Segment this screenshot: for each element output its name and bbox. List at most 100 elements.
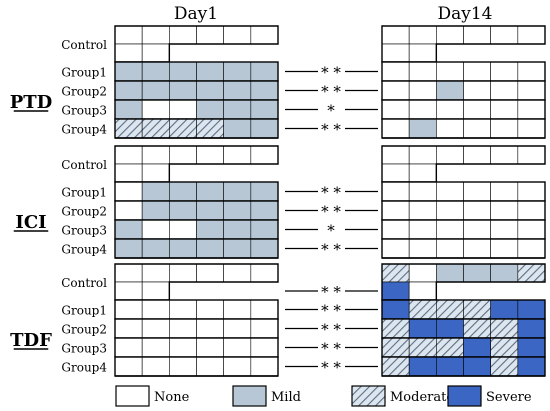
row-label: Group2 xyxy=(61,205,107,219)
cell xyxy=(408,145,437,165)
cell xyxy=(250,61,279,82)
row-label: Group3 xyxy=(61,342,107,356)
legend-item-none: None xyxy=(115,385,190,407)
cell xyxy=(250,25,279,45)
cell xyxy=(436,118,464,139)
cell xyxy=(408,238,437,259)
legend-label: Severe xyxy=(486,390,532,405)
cell xyxy=(436,356,464,377)
cell xyxy=(517,145,546,165)
cell xyxy=(169,99,197,120)
day14-cells xyxy=(381,356,546,377)
cell xyxy=(169,299,197,320)
cell xyxy=(436,61,464,82)
group-row: Group4 * * xyxy=(61,238,546,259)
day1-cells xyxy=(114,263,279,301)
row-label: Group4 xyxy=(61,243,107,257)
legend-item-moderate: Moderate xyxy=(351,385,454,407)
day14-cells xyxy=(381,200,546,221)
cell xyxy=(490,181,519,202)
cell xyxy=(169,80,197,101)
legend-swatch xyxy=(115,385,150,407)
cell xyxy=(463,356,491,377)
cell xyxy=(250,219,279,240)
day14-cells xyxy=(381,263,546,301)
cell xyxy=(408,80,437,101)
day14-cells xyxy=(381,181,546,202)
cell xyxy=(250,80,279,101)
cell xyxy=(250,318,279,339)
cell xyxy=(196,80,224,101)
day1-cells xyxy=(114,99,279,120)
cell xyxy=(141,99,170,120)
cell xyxy=(169,118,197,139)
cell xyxy=(250,99,279,120)
cell xyxy=(196,337,224,358)
cell xyxy=(490,337,519,358)
cell xyxy=(141,80,170,101)
cell xyxy=(114,80,143,101)
significance-marker: * * xyxy=(321,184,341,202)
cell xyxy=(436,145,464,165)
row-label: Control xyxy=(61,158,107,172)
cell xyxy=(490,61,519,82)
group-row: Group1 * * xyxy=(61,181,546,202)
panel-tdf: TDF Control * * Group1 * * Group2 * * Group3 * *… xyxy=(10,263,546,377)
group-row: Group3 * xyxy=(61,99,546,120)
cell xyxy=(436,219,464,240)
day14-cells xyxy=(381,99,546,120)
cell xyxy=(517,61,546,82)
legend-swatch xyxy=(351,385,386,407)
cell xyxy=(141,43,170,63)
cell xyxy=(114,281,143,301)
row-label: Group2 xyxy=(61,85,107,99)
day1-cells xyxy=(114,118,279,139)
cell xyxy=(408,61,437,82)
legend-label: Mild xyxy=(271,390,301,405)
cell xyxy=(381,145,410,165)
cell xyxy=(250,145,279,165)
cell xyxy=(169,200,197,221)
cell xyxy=(408,281,437,301)
significance-marker: * * xyxy=(321,203,341,221)
cell xyxy=(381,99,410,120)
cell xyxy=(381,263,410,283)
panel-name: TDF xyxy=(10,330,52,351)
cell xyxy=(517,80,546,101)
cell xyxy=(141,299,170,320)
cell xyxy=(463,25,491,45)
day14-cells xyxy=(381,337,546,358)
cell xyxy=(463,181,491,202)
day1-cells xyxy=(114,145,279,183)
cell xyxy=(381,163,410,183)
significance-marker: * * xyxy=(321,64,341,82)
row-label: Group1 xyxy=(61,66,107,80)
cell xyxy=(250,200,279,221)
cell xyxy=(223,356,252,377)
day1-cells xyxy=(114,219,279,240)
cell xyxy=(223,238,252,259)
cell xyxy=(517,25,546,45)
day1-cells xyxy=(114,80,279,101)
day14-title: Day14 xyxy=(437,4,492,24)
cell xyxy=(223,318,252,339)
cell xyxy=(408,200,437,221)
significance-marker: * xyxy=(327,102,335,120)
cell xyxy=(517,337,546,358)
cell xyxy=(250,238,279,259)
cell xyxy=(517,238,546,259)
cell xyxy=(114,43,143,63)
cell xyxy=(223,145,252,165)
group-row: Group4 * * xyxy=(61,118,546,139)
cell xyxy=(169,145,197,165)
cell xyxy=(114,99,143,120)
cell xyxy=(463,238,491,259)
day1-cells xyxy=(114,181,279,202)
cell xyxy=(196,299,224,320)
day1-cells xyxy=(114,337,279,358)
group-row: Group2 * * xyxy=(61,200,546,221)
cell xyxy=(223,61,252,82)
cell xyxy=(141,337,170,358)
cell xyxy=(517,356,546,377)
cell xyxy=(490,145,519,165)
